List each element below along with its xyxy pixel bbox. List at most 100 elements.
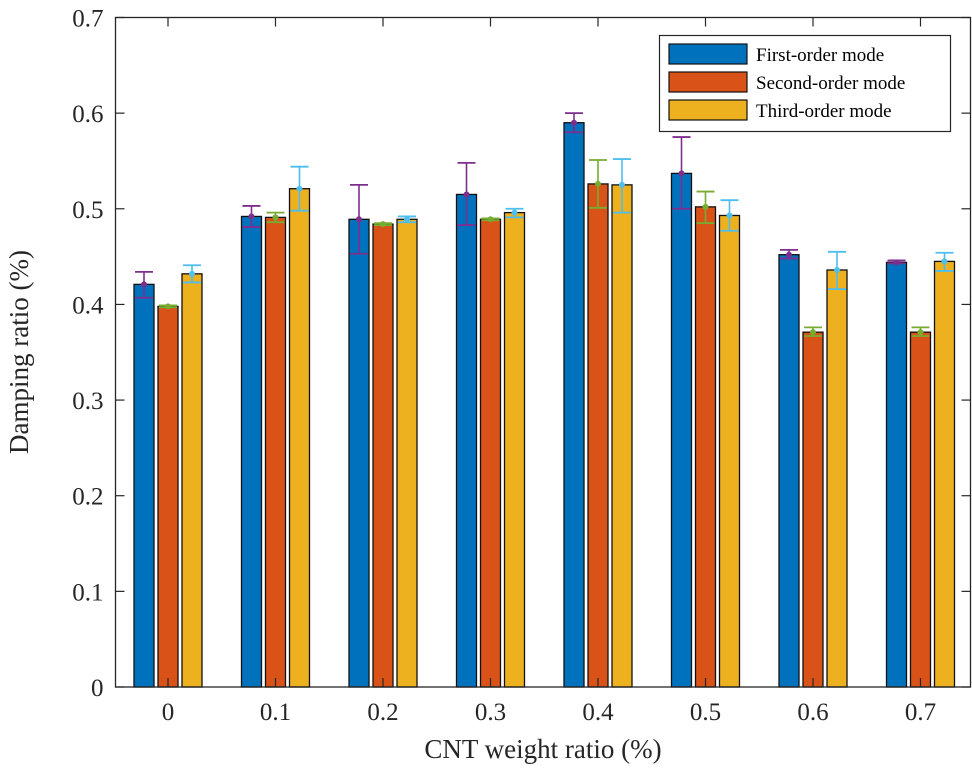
x-axis: 0 0.1 0.2 0.3 0.4 0.5 0.6 0.7 [162, 17, 936, 726]
error-bar [290, 165, 309, 212]
error-marker [571, 119, 577, 126]
bar-2-0.5 [694, 206, 717, 688]
bar-3-0.1 [288, 188, 311, 688]
error-marker [511, 209, 518, 216]
bar-1-0.1 [240, 215, 263, 688]
bar-1-0.3 [455, 193, 478, 688]
error-bar [505, 207, 524, 219]
error-marker [726, 212, 733, 219]
bar-2-0.4 [587, 183, 609, 688]
error-bar [565, 112, 583, 134]
error-marker [595, 180, 601, 187]
legend-label: Third-order mode [756, 101, 892, 122]
error-bar [672, 136, 691, 210]
bar-1-0 [133, 283, 155, 688]
error-bar [780, 249, 798, 260]
error-marker [296, 185, 303, 192]
error-marker [834, 266, 840, 273]
error-marker [141, 281, 147, 288]
y-axis-title: Damping ratio (%) [4, 250, 34, 454]
y-tick-label: 0.5 [72, 197, 103, 224]
error-bar [374, 221, 392, 228]
legend-item: First-order mode [668, 43, 884, 66]
x-tick-label: 0.6 [797, 699, 828, 726]
error-bar [481, 216, 500, 223]
error-marker [248, 213, 255, 220]
bar-3-0.5 [718, 214, 741, 688]
y-tick-label: 0.4 [72, 292, 104, 319]
bar-3-0.4 [611, 184, 633, 688]
error-marker [893, 259, 900, 266]
legend-item: Second-order mode [668, 71, 905, 94]
legend-swatch [668, 71, 748, 93]
error-marker [678, 170, 685, 177]
bars-layer [133, 122, 956, 688]
legend-label: Second-order mode [756, 73, 905, 94]
legend: First-order mode Second-order mode Third-o… [658, 34, 952, 133]
error-bar [159, 303, 177, 310]
bar-2-0.2 [372, 223, 394, 688]
error-marker [380, 221, 386, 228]
bar-1-0.7 [885, 261, 908, 688]
x-tick-label: 0.4 [582, 699, 614, 726]
x-axis-title: CNT weight ratio (%) [424, 734, 661, 764]
error-bar [696, 190, 715, 225]
y-tick-label: 0.3 [72, 388, 103, 415]
error-bar [589, 159, 607, 209]
error-bar [457, 161, 476, 226]
x-tick-label: 0.1 [260, 699, 291, 726]
legend-label: First-order mode [756, 45, 884, 66]
bar-2-0 [157, 305, 179, 688]
error-marker [463, 191, 470, 198]
error-bars-layer [135, 112, 954, 337]
error-bar [828, 250, 846, 291]
bar-3-0.2 [396, 218, 418, 688]
error-bar [804, 326, 822, 337]
y-tick-label: 0.1 [72, 579, 103, 606]
bar-2-0.1 [264, 216, 287, 688]
error-bar [935, 251, 954, 272]
legend-swatch [668, 43, 748, 65]
error-bar [720, 199, 739, 232]
error-marker [941, 258, 948, 265]
error-bar [266, 211, 285, 224]
error-bar [911, 326, 930, 337]
y-tick-label: 0.7 [72, 6, 103, 33]
error-bar [135, 271, 153, 299]
error-bar [350, 183, 368, 255]
error-marker [917, 329, 924, 336]
bar-3-0.6 [826, 269, 848, 688]
bar-1-0.6 [778, 254, 800, 688]
bar-3-0 [181, 273, 203, 688]
bar-3-0.3 [503, 211, 526, 688]
x-tick-label: 0 [162, 699, 175, 726]
error-marker [165, 303, 171, 310]
x-tick-label: 0.3 [475, 699, 506, 726]
bar-1-0.5 [670, 172, 693, 688]
error-bar [887, 259, 906, 266]
error-bar [242, 205, 261, 228]
bar-3-0.7 [933, 260, 956, 688]
error-marker [404, 216, 410, 223]
error-marker [189, 270, 195, 277]
y-tick-label: 0.6 [72, 101, 103, 128]
error-marker [487, 216, 494, 223]
error-marker [810, 329, 816, 336]
error-marker [272, 214, 279, 221]
y-tick-label: 0 [91, 675, 104, 702]
bar-1-0.2 [348, 218, 370, 688]
y-axis: 0 0.1 0.2 0.3 0.4 0.5 0.6 0.7 [72, 6, 971, 702]
legend-item: Third-order mode [668, 99, 892, 122]
x-tick-label: 0.2 [367, 699, 398, 726]
error-marker [702, 203, 709, 210]
bar-2-0.7 [909, 331, 932, 688]
error-bar [613, 158, 631, 214]
x-tick-label: 0.7 [905, 699, 936, 726]
plot-frame [114, 16, 972, 688]
bar-2-0.3 [479, 218, 502, 688]
legend-swatch [668, 99, 748, 121]
error-bar [398, 215, 416, 224]
y-tick-label: 0.2 [72, 484, 103, 511]
x-tick-label: 0.5 [690, 699, 721, 726]
